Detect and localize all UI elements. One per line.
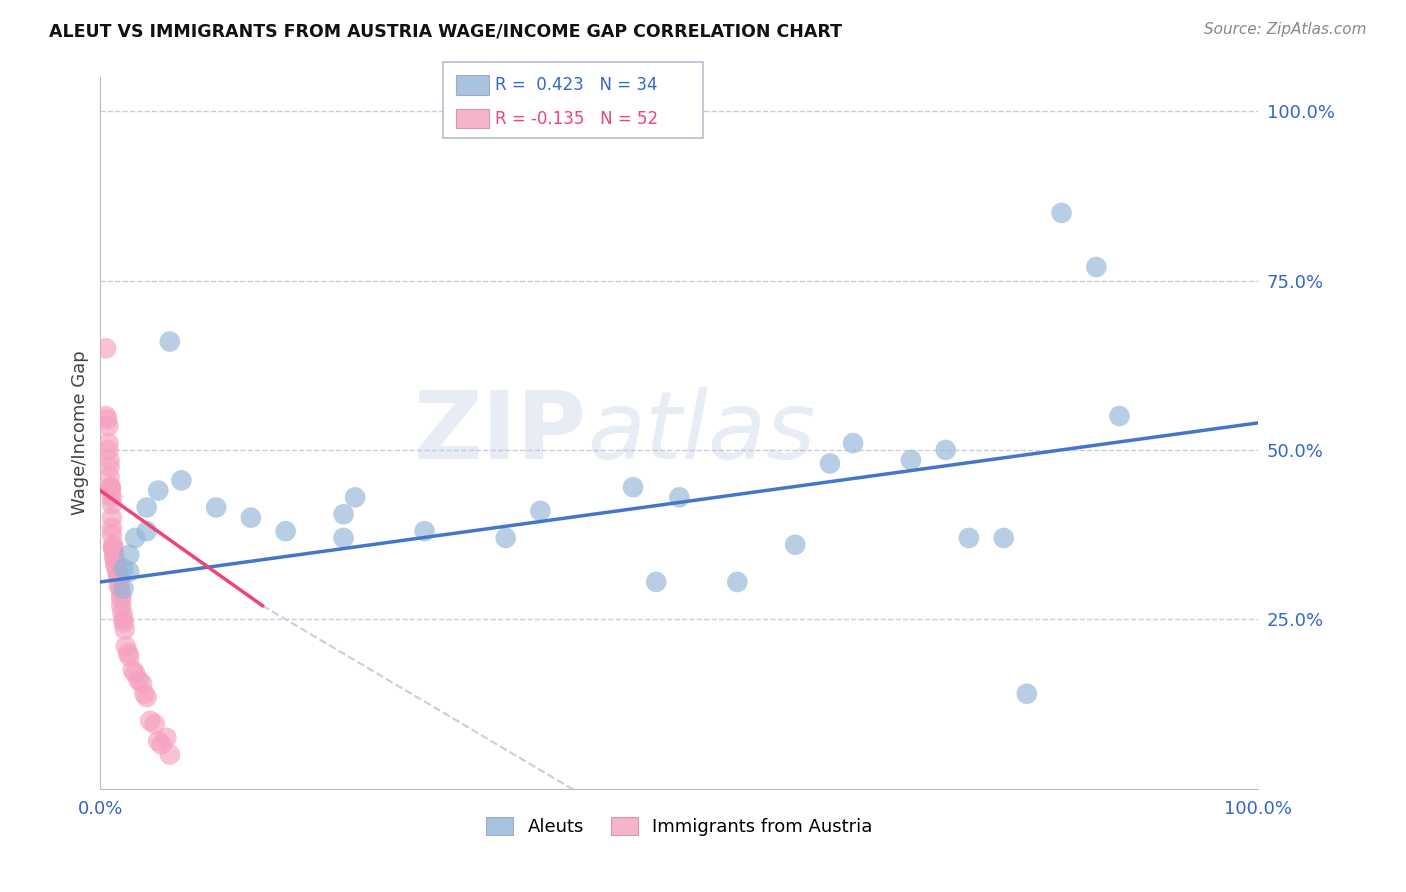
Point xyxy=(100,480,122,494)
Point xyxy=(332,531,354,545)
Point xyxy=(150,738,173,752)
Point xyxy=(344,491,367,505)
Point xyxy=(112,612,135,626)
Point xyxy=(94,342,117,356)
Text: atlas: atlas xyxy=(586,387,815,478)
Point xyxy=(108,582,131,596)
Point xyxy=(900,453,922,467)
Point xyxy=(725,574,748,589)
Y-axis label: Wage/Income Gap: Wage/Income Gap xyxy=(72,351,89,516)
Point xyxy=(118,565,141,579)
Point xyxy=(111,606,134,620)
Legend: Aleuts, Immigrants from Austria: Aleuts, Immigrants from Austria xyxy=(478,810,880,844)
Point xyxy=(131,676,153,690)
Point xyxy=(108,572,131,586)
Point xyxy=(101,521,124,535)
Point xyxy=(100,480,122,494)
Point xyxy=(117,646,139,660)
Point xyxy=(935,442,957,457)
Point xyxy=(205,500,228,515)
Point xyxy=(128,673,150,688)
Point xyxy=(332,508,354,522)
Point xyxy=(135,690,157,705)
Point xyxy=(621,480,644,494)
Point xyxy=(101,491,124,505)
Point xyxy=(993,531,1015,545)
Point xyxy=(114,640,136,654)
Point xyxy=(101,527,124,541)
Point xyxy=(98,453,121,467)
Point xyxy=(274,524,297,538)
Point xyxy=(110,591,132,606)
Point xyxy=(101,538,124,552)
Point xyxy=(118,548,141,562)
Point xyxy=(159,334,181,349)
Point xyxy=(143,717,166,731)
Point xyxy=(785,538,807,552)
Point xyxy=(1108,409,1130,423)
Point xyxy=(104,555,127,569)
Point xyxy=(101,541,124,555)
Point xyxy=(239,510,262,524)
Point xyxy=(645,574,668,589)
Point xyxy=(135,524,157,538)
Point xyxy=(103,551,125,566)
Point xyxy=(97,419,120,434)
Point xyxy=(124,666,146,681)
Text: R = -0.135   N = 52: R = -0.135 N = 52 xyxy=(495,110,658,128)
Point xyxy=(114,623,136,637)
Point xyxy=(112,615,135,630)
Text: R =  0.423   N = 34: R = 0.423 N = 34 xyxy=(495,76,658,94)
Point xyxy=(101,541,124,555)
Point xyxy=(121,663,143,677)
Point xyxy=(110,599,132,613)
Point xyxy=(957,531,980,545)
Point xyxy=(124,531,146,545)
Point xyxy=(107,565,129,579)
Point xyxy=(170,474,193,488)
Point xyxy=(842,436,865,450)
Point xyxy=(97,442,120,457)
Point xyxy=(104,558,127,572)
Point xyxy=(135,500,157,515)
Text: Source: ZipAtlas.com: Source: ZipAtlas.com xyxy=(1204,22,1367,37)
Point xyxy=(96,412,118,426)
Point xyxy=(134,687,156,701)
Text: ZIP: ZIP xyxy=(413,387,586,479)
Point xyxy=(112,561,135,575)
Point xyxy=(155,731,177,745)
Point xyxy=(139,714,162,728)
Point xyxy=(100,483,122,498)
Point xyxy=(159,747,181,762)
Point xyxy=(110,589,132,603)
Text: ALEUT VS IMMIGRANTS FROM AUSTRIA WAGE/INCOME GAP CORRELATION CHART: ALEUT VS IMMIGRANTS FROM AUSTRIA WAGE/IN… xyxy=(49,22,842,40)
Point xyxy=(103,548,125,562)
Point xyxy=(107,568,129,582)
Point xyxy=(1015,687,1038,701)
Point xyxy=(97,436,120,450)
Point xyxy=(148,734,170,748)
Point xyxy=(818,457,841,471)
Point xyxy=(98,470,121,484)
Point xyxy=(495,531,517,545)
Point xyxy=(112,582,135,596)
Point xyxy=(105,561,128,575)
Point xyxy=(1050,206,1073,220)
Point xyxy=(118,649,141,664)
Point xyxy=(413,524,436,538)
Point xyxy=(148,483,170,498)
Point xyxy=(108,578,131,592)
Point xyxy=(668,491,690,505)
Point xyxy=(1085,260,1108,274)
Point xyxy=(98,459,121,474)
Point xyxy=(101,497,124,511)
Point xyxy=(529,504,551,518)
Point xyxy=(94,409,117,423)
Point xyxy=(101,510,124,524)
